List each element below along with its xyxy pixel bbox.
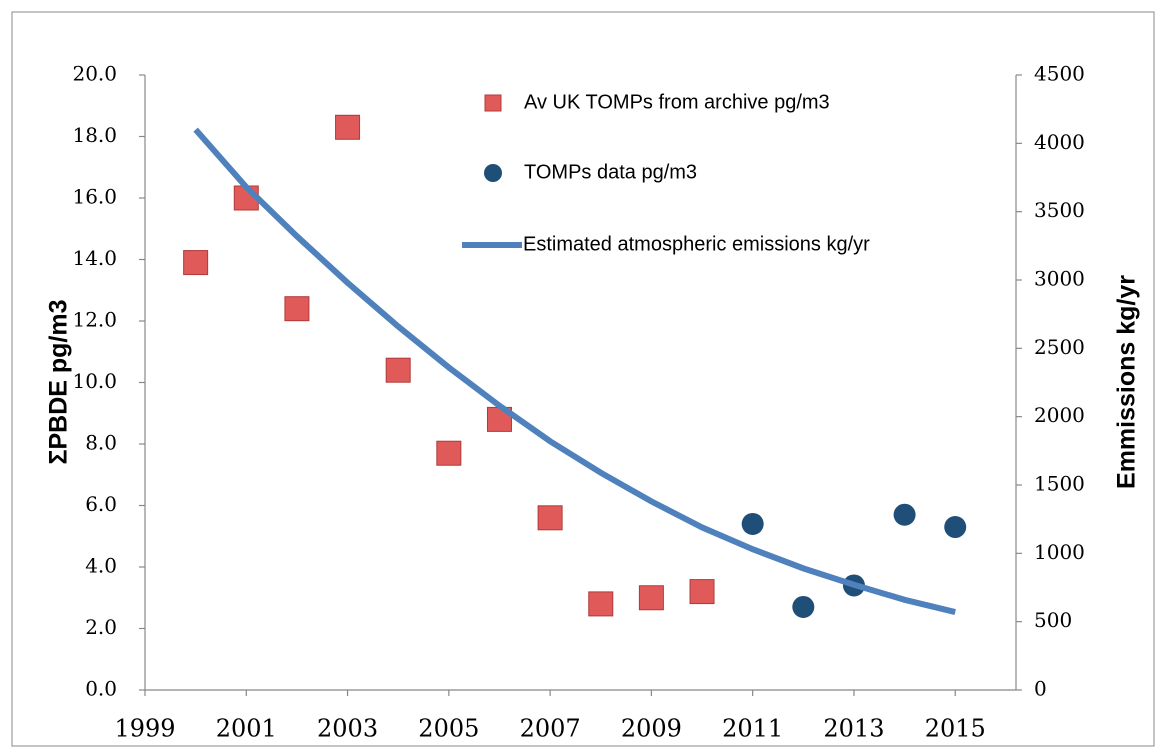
x-tick-label: 2015 [925,715,986,743]
y2-tick-label: 1500 [1034,472,1085,496]
y2-tick-label: 2500 [1034,335,1085,359]
y2-axis-title: Emmissions kg/yr [1113,275,1141,489]
square-marker [537,505,563,531]
square-marker [588,591,614,617]
y-tick-label: 18.0 [72,123,117,147]
legend-swatch [484,94,502,112]
y2-tick-label: 2000 [1034,403,1085,427]
y-tick-label: 8.0 [85,431,117,455]
y2-tick-label: 4000 [1034,130,1085,154]
chart-border [11,11,1155,747]
y-tick-label: 12.0 [72,308,117,332]
y-tick-label: 6.0 [85,492,117,516]
legend-label: Av UK TOMPs from archive pg/m3 [524,91,830,113]
square-marker [335,114,361,140]
y-tick-label: 14.0 [72,246,117,270]
y-tick-label: 4.0 [85,554,117,578]
square-marker [436,440,462,466]
y2-tick-label: 1000 [1034,540,1085,564]
circle-marker [741,512,764,535]
x-tick-label: 2011 [722,715,783,743]
square-marker [689,579,715,605]
square-marker [638,585,664,611]
y2-tick-label: 4500 [1034,62,1085,86]
emission-line [193,127,956,616]
x-tick-label: 2003 [317,715,378,743]
circle-marker [944,516,967,539]
legend-label: TOMPs data pg/m3 [524,161,697,183]
x-tick-label: 2005 [418,715,479,743]
y2-tick-label: 3000 [1034,267,1085,291]
circle-marker [893,503,916,526]
x-tick-label: 2009 [621,715,682,743]
y2-tick-label: 0 [1034,677,1047,701]
circle-marker [792,595,815,618]
y-tick-label: 2.0 [85,615,117,639]
y-tick-label: 0.0 [85,677,117,701]
legend-swatch [484,164,502,182]
x-tick-label: 1999 [114,715,175,743]
y2-tick-label: 500 [1034,608,1072,632]
y-axis-title: ΣPBDE pg/m3 [45,299,73,464]
y2-tick-label: 3500 [1034,198,1085,222]
y-tick-label: 20.0 [72,62,117,86]
x-tick-label: 2007 [520,715,581,743]
square-marker [284,296,310,322]
legend-label: Estimated atmospheric emissions kg/yr [523,233,870,255]
x-tick-label: 2013 [823,715,884,743]
x-tick-label: 2001 [216,715,277,743]
square-marker [183,250,209,276]
y-tick-label: 10.0 [72,369,117,393]
y-tick-label: 16.0 [72,185,117,209]
square-marker [385,357,411,383]
